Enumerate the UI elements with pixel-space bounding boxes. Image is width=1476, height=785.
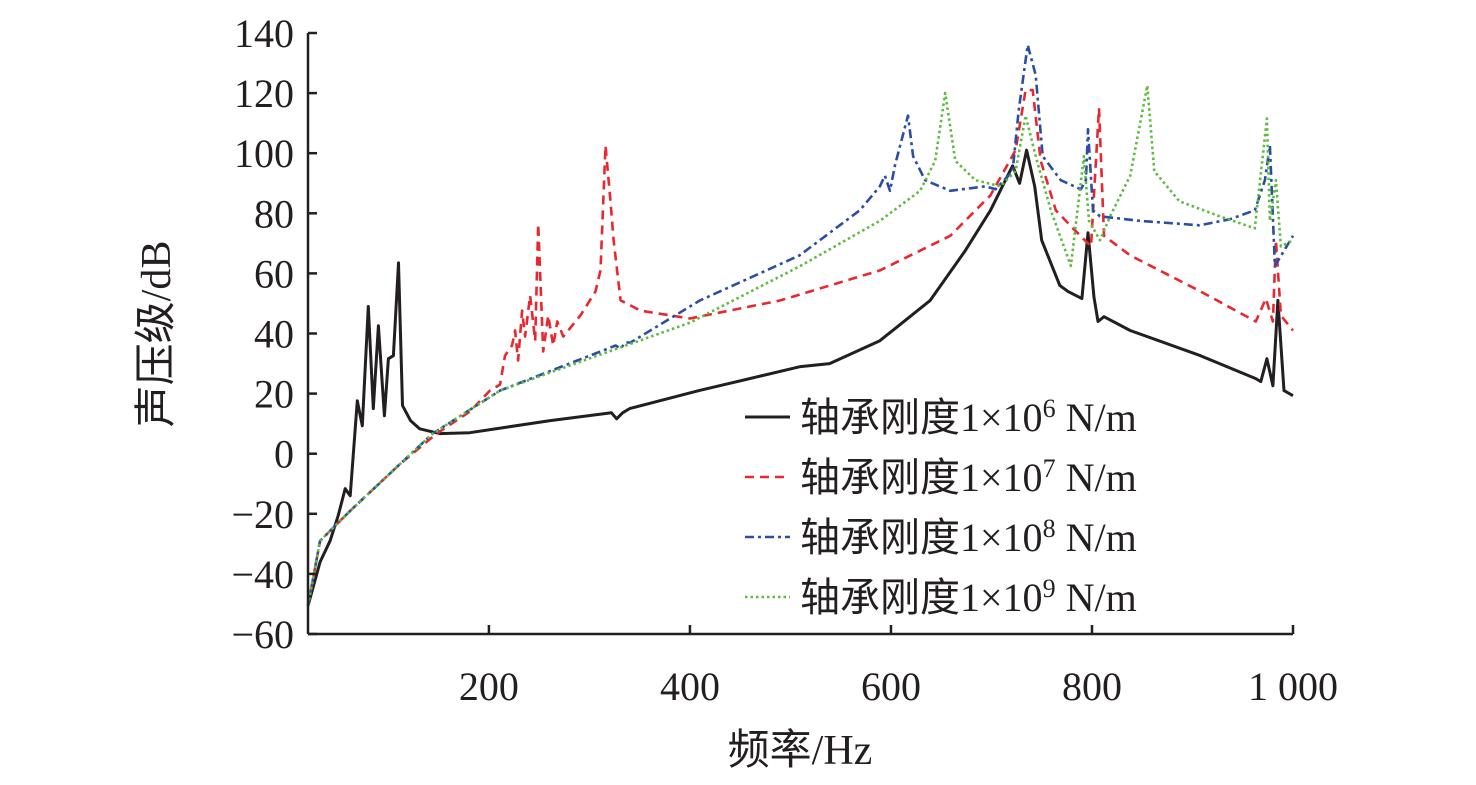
axes: −60 −40 −20 0 20 40 60 80 100 120 140 200 400 600 800 1… xyxy=(231,11,1338,709)
legend-label-prefix: 轴承刚度1×10 xyxy=(800,515,1043,560)
x-tick-label: 1 000 xyxy=(1248,664,1338,709)
y-tick-label: −20 xyxy=(231,492,294,537)
x-tick-label: 800 xyxy=(1062,664,1122,709)
y-tick-label: −60 xyxy=(231,612,294,657)
legend-label-unit: N/m xyxy=(1056,575,1137,620)
y-tick-label: 120 xyxy=(234,71,294,116)
y-tick-label: 100 xyxy=(234,131,294,176)
y-tick-label: 40 xyxy=(254,312,294,357)
legend-label-unit: N/m xyxy=(1056,515,1137,560)
legend-label-exponent: 6 xyxy=(1043,394,1056,423)
legend-label-3: 轴承刚度1×108 N/m xyxy=(800,514,1137,560)
series-line-1 xyxy=(306,148,1294,607)
y-tick-label: −40 xyxy=(231,552,294,597)
x-axis-label: 频率/Hz xyxy=(728,727,873,774)
y-tick-label: 80 xyxy=(254,191,294,236)
legend-label-exponent: 7 xyxy=(1043,454,1056,483)
legend-label-unit: N/m xyxy=(1056,395,1137,440)
legend-label-exponent: 8 xyxy=(1043,514,1056,543)
legend-label-prefix: 轴承刚度1×10 xyxy=(800,455,1043,500)
series-line-2 xyxy=(306,88,1295,607)
y-axis-label: 声压级/dB xyxy=(134,241,180,428)
legend-label-unit: N/m xyxy=(1056,455,1137,500)
y-tick-label: 60 xyxy=(254,251,294,296)
y-tick-label: 140 xyxy=(234,11,294,56)
series-line-3 xyxy=(306,43,1295,607)
x-tick-label: 400 xyxy=(660,664,720,709)
legend-label-exponent: 9 xyxy=(1043,574,1056,603)
legend-label-prefix: 轴承刚度1×10 xyxy=(800,395,1043,440)
x-tick-label: 200 xyxy=(459,664,519,709)
legend-label-prefix: 轴承刚度1×10 xyxy=(800,575,1043,620)
y-tick-label: 20 xyxy=(254,372,294,417)
x-tick-label: 600 xyxy=(861,664,921,709)
series-layer xyxy=(306,43,1295,607)
y-tick-label: 0 xyxy=(274,432,294,477)
legend-label-4: 轴承刚度1×109 N/m xyxy=(800,574,1137,620)
legend-label-2: 轴承刚度1×107 N/m xyxy=(800,454,1137,500)
legend-label-1: 轴承刚度1×106 N/m xyxy=(800,394,1137,440)
